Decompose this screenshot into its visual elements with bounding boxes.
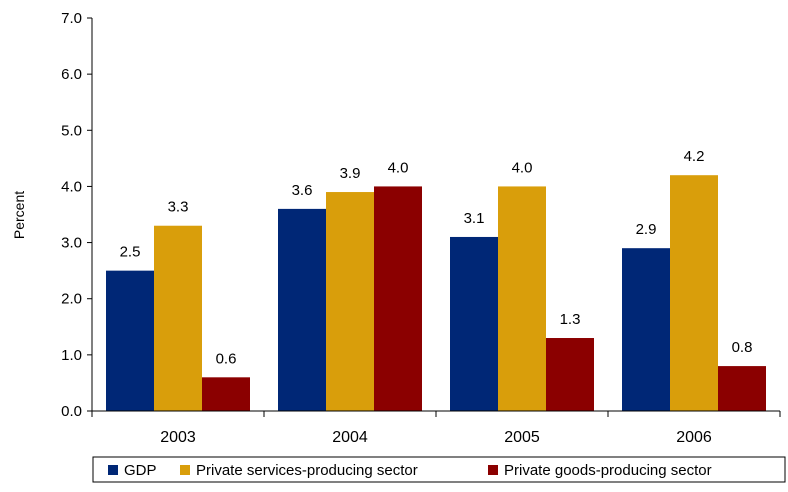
y-axis-title: Percent bbox=[11, 191, 27, 239]
legend-box bbox=[92, 456, 786, 483]
legend-swatch bbox=[488, 465, 498, 475]
data-label: 0.6 bbox=[216, 350, 237, 367]
y-tick-label: 0.0 bbox=[61, 403, 82, 420]
data-label: 3.1 bbox=[464, 210, 485, 227]
y-tick-label: 4.0 bbox=[61, 178, 82, 195]
y-tick-label: 6.0 bbox=[61, 66, 82, 83]
bar bbox=[718, 366, 766, 411]
bar bbox=[278, 208, 326, 411]
y-tick-label: 1.0 bbox=[61, 347, 82, 364]
legend-label: Private goods-producing sector bbox=[504, 462, 712, 479]
legend-swatch bbox=[108, 465, 118, 475]
x-category-label: 2006 bbox=[676, 429, 712, 446]
data-label: 3.6 bbox=[292, 182, 313, 199]
y-tick-label: 5.0 bbox=[61, 122, 82, 139]
data-label: 3.9 bbox=[340, 165, 361, 182]
bar bbox=[498, 186, 546, 411]
bar bbox=[622, 248, 670, 411]
legend-swatch bbox=[180, 465, 190, 475]
x-category-label: 2004 bbox=[332, 429, 368, 446]
bar bbox=[106, 270, 154, 411]
bar bbox=[154, 225, 202, 411]
data-labels-layer: 2.5 3.3 0.6 3.6 3.9 4.0 3.1 4.0 1.3 2.9 4.2 0.8 bbox=[120, 148, 753, 367]
data-label: 4.2 bbox=[684, 148, 705, 165]
data-label: 3.3 bbox=[168, 199, 189, 216]
bar bbox=[450, 236, 498, 411]
data-label: 1.3 bbox=[560, 311, 581, 328]
axes-layer: Percent 0.0 1.0 2.0 3.0 4.0 5.0 6.0 7.0 2003 2004… bbox=[11, 10, 781, 446]
y-tick-label: 2.0 bbox=[61, 291, 82, 308]
data-label: 4.0 bbox=[388, 159, 409, 176]
x-category-label: 2003 bbox=[160, 429, 196, 446]
bars-layer bbox=[106, 175, 766, 411]
legend-label: Private services-producing sector bbox=[196, 462, 418, 479]
bar bbox=[326, 192, 374, 411]
data-label: 2.5 bbox=[120, 244, 141, 261]
x-category-label: 2005 bbox=[504, 429, 540, 446]
data-label: 0.8 bbox=[732, 339, 753, 356]
bar bbox=[546, 338, 594, 411]
data-label: 2.9 bbox=[636, 221, 657, 238]
bar bbox=[670, 175, 718, 411]
bar bbox=[374, 186, 422, 411]
data-label: 4.0 bbox=[512, 159, 533, 176]
legend-label: GDP bbox=[124, 462, 157, 479]
bar bbox=[202, 377, 250, 411]
y-tick-label: 3.0 bbox=[61, 235, 82, 252]
y-tick-label: 7.0 bbox=[61, 10, 82, 27]
legend: GDP Private services-producing sector Priv… bbox=[92, 456, 786, 483]
